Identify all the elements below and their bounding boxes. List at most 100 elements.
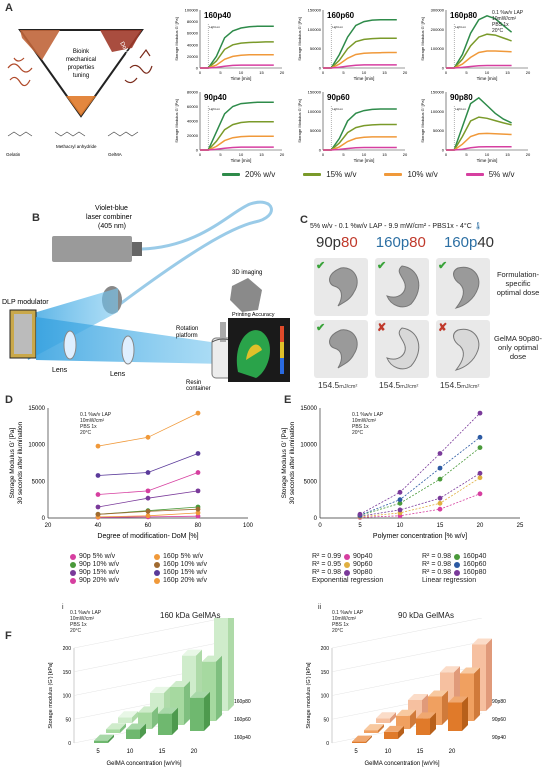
bar-front [364, 730, 378, 733]
y-tick-label: 0 [326, 741, 329, 747]
data-point [195, 470, 201, 475]
label-lens-1: Lens [52, 367, 68, 374]
series-line-10wv [200, 135, 274, 151]
series-line-20wv [200, 25, 274, 69]
bar-top [472, 638, 492, 645]
data-point [195, 410, 201, 416]
data-point [477, 470, 483, 476]
bar-side [132, 711, 138, 723]
legend-item: 160p 5% w/v [154, 553, 224, 560]
x-tick-label: 20 [526, 70, 531, 75]
legend-row: R² = 0.98 90p80 R² = 0.98 160p80 [312, 569, 512, 576]
legend-item-10: 10% w/v [384, 170, 438, 179]
bar-top [460, 667, 480, 674]
molecule-label-gelatin: Gelatin [6, 152, 21, 157]
x-tick-label: 40 [95, 523, 102, 529]
y-tick-label: 100000 [308, 27, 322, 32]
bar-front [448, 702, 462, 731]
light-on-label: Light on [455, 25, 466, 29]
legend-item: 90p 20% w/v [70, 577, 140, 584]
panel-label-d: D [5, 394, 13, 406]
data-point [437, 500, 443, 506]
panel-label-f: F [5, 630, 12, 642]
print-cell-r2-c2 [375, 320, 429, 378]
series-160p80 [357, 410, 483, 517]
plot-title: 90p40 [204, 93, 227, 102]
x-tick-label: 10 [485, 70, 490, 75]
legend-row: 90p 10% w/v 160p 10% w/v [70, 561, 224, 568]
series-label: 90p80 [492, 699, 506, 705]
bar-top [106, 723, 126, 730]
y-tick-label: 15000 [28, 406, 45, 412]
y-tick-label: 150 [321, 670, 330, 676]
legend-item-5: 5% w/v [465, 170, 515, 179]
x-axis-label: Time [min] [354, 76, 375, 81]
y-tick-label: 0 [442, 148, 445, 153]
x-tick-label: 60 [145, 523, 152, 529]
x-tick-label: 20 [191, 749, 198, 755]
dlp-printer-schematic: Violet-blue laser combiner (405 nm) DLP … [2, 200, 290, 390]
x-tick-label: 0 [322, 70, 325, 75]
triangle-outline [18, 29, 144, 118]
legend-captions: Exponential regression Linear regression [312, 577, 477, 584]
light-on-label: Light on [332, 25, 343, 29]
legend-item: R² = 0.98 160p60 [422, 561, 487, 568]
bar-side [390, 712, 396, 723]
series-line-15wv [446, 33, 512, 69]
y-tick-label: 15000 [300, 406, 317, 412]
data-point [477, 410, 483, 416]
fiber-cable [119, 200, 273, 306]
x-tick-label: 0 [318, 523, 322, 529]
legend-item: 90p 5% w/v [70, 553, 140, 560]
x-tick-label: 10 [385, 749, 392, 755]
printed-construct [453, 328, 480, 371]
panel-a-conditions: 0.1 %w/v LAP 10mW/cm² PBS 1x 20°C [492, 10, 523, 34]
lens-1 [63, 330, 77, 360]
molecule-drawings [7, 131, 139, 137]
bar-160p40-10 [126, 723, 146, 739]
bar-160p60-5 [106, 723, 126, 733]
bar-top [94, 734, 114, 741]
x-axis-label: Degree of modification- DoM [%] [97, 533, 198, 540]
construct-shape [386, 265, 420, 308]
bar-top [202, 655, 222, 662]
bar-side [378, 724, 384, 733]
panel-label-c: C [300, 214, 308, 226]
bar-front [190, 697, 204, 731]
data-point [145, 470, 151, 475]
x-tick-label: 10 [485, 152, 490, 157]
light-on-label: Light on [209, 107, 220, 111]
bar-front [94, 740, 108, 743]
label-laser-line2: laser combiner [86, 214, 133, 221]
data-point [195, 488, 201, 494]
y-axis-label: Storage Modulus G' [Pa] [420, 99, 425, 142]
bar-side [204, 691, 210, 731]
fail-cross-icon: ✘ [377, 322, 387, 334]
grid-line [73, 618, 225, 649]
y-tick-label: 0 [196, 66, 199, 71]
grid-line [331, 641, 483, 672]
y-tick-label: 100000 [308, 109, 322, 114]
time-sweep-160p40: 160p40 0 20000 40000 60000 80000 100000 0 5 10 15 2… [174, 8, 285, 82]
label-lens-2: Lens [110, 371, 126, 378]
y-tick-label: 80000 [187, 19, 199, 24]
x-tick-label: 10 [362, 152, 367, 157]
bar-top [352, 735, 372, 742]
series-line-5wv [200, 146, 274, 151]
series-line-10wv [200, 53, 274, 69]
series-90p15wv [95, 488, 201, 510]
x-tick-label: 0 [199, 70, 202, 75]
series-line [359, 472, 481, 517]
bar-front [352, 741, 366, 743]
panel-f-conditions-left: 0.1 %w/v LAP 10mW/cm² PBS 1x 20°C [70, 610, 102, 634]
time-sweep-90p60: 90p60 0 50000 100000 150000 0 5 10 15 20 Time [min… [297, 90, 408, 164]
label-rotation-2: platform [176, 333, 198, 339]
y-tick-label: 80000 [187, 90, 199, 95]
bar-front [106, 729, 120, 733]
bar-front [158, 713, 172, 735]
series-label: 90p40 [492, 735, 506, 741]
fail-cross-icon: ✘ [438, 322, 448, 334]
legend-item-20: 20% w/v [222, 170, 275, 179]
y-tick-label: 200 [63, 646, 72, 652]
series-label: 90p60 [492, 717, 506, 723]
